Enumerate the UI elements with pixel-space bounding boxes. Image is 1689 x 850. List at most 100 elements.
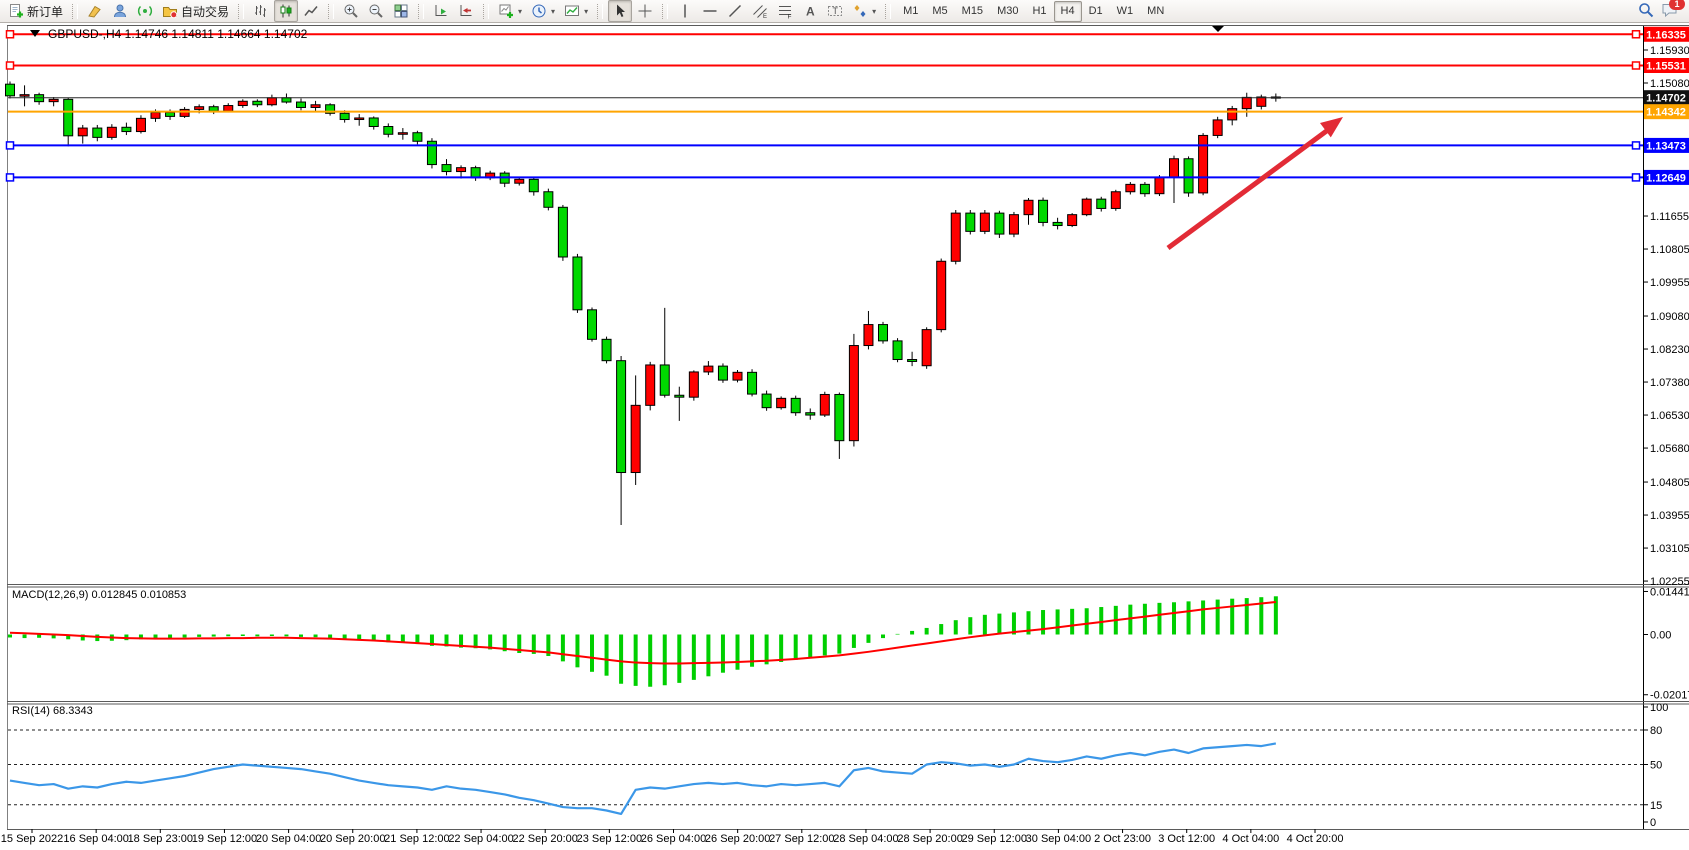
svg-text:29 Sep 12:00: 29 Sep 12:00 <box>962 833 1027 845</box>
toolbar-grip <box>72 3 79 19</box>
marker-button[interactable] <box>83 0 107 22</box>
timeframe-W1[interactable]: W1 <box>1116 5 1134 17</box>
vertical-line-button[interactable] <box>673 0 697 22</box>
timeframe-M15[interactable]: M15 <box>961 5 984 17</box>
notification-badge: 1 <box>1669 0 1685 10</box>
chart-shift-button[interactable] <box>454 0 478 22</box>
new-order-button[interactable]: 新订单 <box>4 0 67 22</box>
search-icon[interactable] <box>1637 1 1655 22</box>
svg-text:20 Sep 04:00: 20 Sep 04:00 <box>256 833 321 845</box>
svg-text:1.16335: 1.16335 <box>1646 29 1686 41</box>
timeframe-M1[interactable]: M1 <box>903 5 919 17</box>
toolbar-right-group: 1 <box>1637 0 1685 22</box>
svg-text:100: 100 <box>1650 702 1668 714</box>
timeframe-H4[interactable]: H4 <box>1053 0 1082 22</box>
channel-button[interactable]: E <box>748 0 772 22</box>
bar-chart-icon <box>253 3 269 19</box>
new-chart-button[interactable]: ▾ <box>494 0 526 22</box>
timeframe-MN[interactable]: MN <box>1147 5 1165 17</box>
svg-text:A: A <box>806 5 815 19</box>
svg-text:1.05680: 1.05680 <box>1650 443 1689 455</box>
line-chart-button[interactable] <box>299 0 323 22</box>
svg-text:F: F <box>788 14 792 20</box>
horizontal-line-button[interactable] <box>698 0 722 22</box>
trendline-button[interactable] <box>723 0 747 22</box>
svg-text:23 Sep 12:00: 23 Sep 12:00 <box>577 833 642 845</box>
svg-text:28 Sep 20:00: 28 Sep 20:00 <box>897 833 962 845</box>
cursor-button[interactable] <box>608 0 633 22</box>
svg-text:1.12649: 1.12649 <box>1646 172 1686 184</box>
template-button[interactable]: ▾ <box>560 0 592 22</box>
svg-text:21 Sep 12:00: 21 Sep 12:00 <box>384 833 449 845</box>
line-chart-icon <box>303 3 319 19</box>
svg-text:22 Sep 04:00: 22 Sep 04:00 <box>448 833 513 845</box>
svg-text:1.07380: 1.07380 <box>1650 377 1689 389</box>
svg-text:T: T <box>833 6 839 16</box>
line-handle <box>1631 61 1641 70</box>
zoom-in-button[interactable] <box>339 0 363 22</box>
svg-text:3 Oct 12:00: 3 Oct 12:00 <box>1158 833 1215 845</box>
profile-button[interactable] <box>108 0 132 22</box>
tile-windows-button[interactable] <box>389 0 413 22</box>
line-handle <box>5 30 15 39</box>
notifications-button[interactable]: 1 <box>1661 0 1685 21</box>
timeframe-D1[interactable]: D1 <box>1088 5 1103 17</box>
trendline-icon <box>727 3 743 19</box>
svg-text:1.15080: 1.15080 <box>1650 78 1689 90</box>
timeframe-M5[interactable]: M5 <box>932 5 948 17</box>
text-button[interactable]: A <box>798 0 822 22</box>
zoom-in-icon <box>343 3 359 19</box>
line-handle <box>5 141 15 150</box>
svg-text:18 Sep 23:00: 18 Sep 23:00 <box>128 833 193 845</box>
chevron-down-icon: ▾ <box>872 6 877 16</box>
svg-text:27 Sep 12:00: 27 Sep 12:00 <box>769 833 834 845</box>
new-order-label: 新订单 <box>27 4 64 19</box>
svg-text:2 Oct 23:00: 2 Oct 23:00 <box>1094 833 1151 845</box>
candlestick-chart-icon <box>278 3 294 19</box>
svg-text:1.03105: 1.03105 <box>1650 543 1689 555</box>
text-icon: A <box>802 3 818 19</box>
horizontal-line-icon <box>702 3 718 19</box>
timeframe-M30[interactable]: M30 <box>997 5 1019 17</box>
zoom-out-button[interactable] <box>364 0 388 22</box>
candlestick-chart-button[interactable] <box>274 0 299 22</box>
svg-text:4 Oct 20:00: 4 Oct 20:00 <box>1287 833 1344 845</box>
svg-text:1.08230: 1.08230 <box>1650 344 1689 356</box>
svg-text:1.09955: 1.09955 <box>1650 277 1689 289</box>
svg-text:1.14342: 1.14342 <box>1646 107 1686 119</box>
svg-text:0: 0 <box>1650 817 1656 829</box>
svg-text:16 Sep 04:00: 16 Sep 04:00 <box>63 833 128 845</box>
autotrade-label: 自动交易 <box>181 4 230 19</box>
zoom-out-icon <box>368 3 384 19</box>
svg-text:1.11655: 1.11655 <box>1650 211 1689 223</box>
period-button[interactable]: ▾ <box>527 0 559 22</box>
line-handle <box>1631 173 1641 182</box>
autotrade-button[interactable]: 自动交易 <box>158 0 233 22</box>
toolbar: 新订单 自动交易 ▾ ▾ <box>0 0 1689 23</box>
new-chart-icon <box>498 3 514 19</box>
tile-windows-icon <box>393 3 409 19</box>
signal-button[interactable] <box>133 0 157 22</box>
text-label-button[interactable]: T <box>823 0 847 22</box>
svg-text:15: 15 <box>1650 800 1662 812</box>
auto-scroll-button[interactable] <box>429 0 453 22</box>
svg-text:28 Sep 04:00: 28 Sep 04:00 <box>833 833 898 845</box>
chevron-down-icon: ▾ <box>551 6 556 16</box>
toolbar-grip <box>238 3 245 19</box>
svg-text:80: 80 <box>1650 725 1662 737</box>
fibonacci-button[interactable]: F <box>773 0 797 22</box>
bar-chart-button[interactable] <box>249 0 273 22</box>
chart-shift-marker <box>1212 26 1224 32</box>
arrows-button[interactable]: ▾ <box>848 0 880 22</box>
svg-text:0.00: 0.00 <box>1650 630 1671 642</box>
crosshair-button[interactable] <box>633 0 657 22</box>
svg-text:MACD(12,26,9) 0.012845 0.01085: MACD(12,26,9) 0.012845 0.010853 <box>12 589 186 601</box>
svg-text:1.06530: 1.06530 <box>1650 410 1689 422</box>
timeframe-H1[interactable]: H1 <box>1032 5 1047 17</box>
svg-text:30 Sep 04:00: 30 Sep 04:00 <box>1026 833 1091 845</box>
svg-text:1.04805: 1.04805 <box>1650 477 1689 489</box>
svg-text:1.15930: 1.15930 <box>1650 45 1689 57</box>
